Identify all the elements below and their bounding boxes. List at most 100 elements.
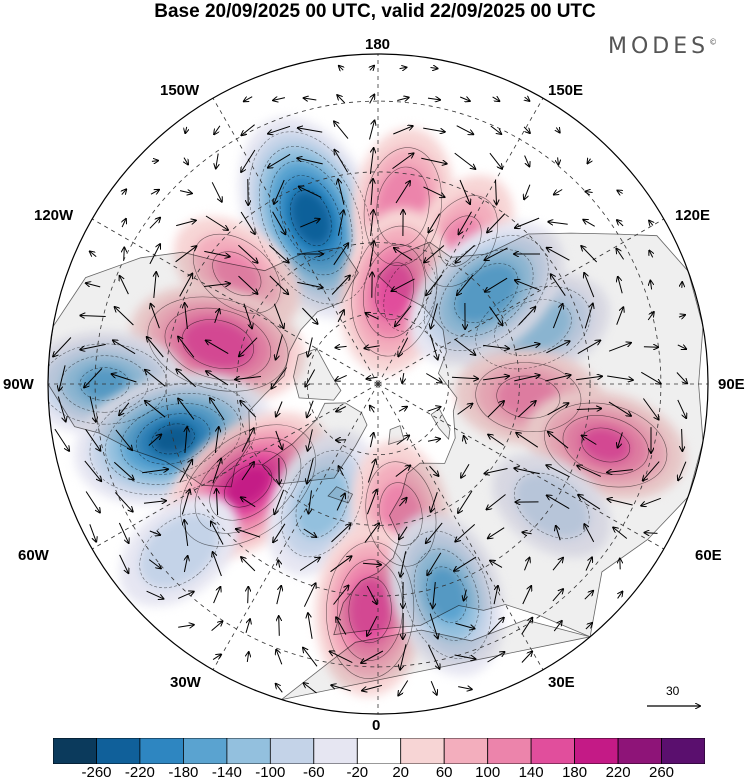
lon-label-30e: 30E: [548, 674, 575, 691]
wind-arrow: [119, 402, 130, 415]
wind-arrow: [427, 98, 440, 100]
wind-arrow: [576, 376, 602, 381]
wind-arrow: [581, 246, 598, 263]
wind-arrow: [364, 523, 379, 543]
wind-arrow: [585, 557, 592, 571]
wind-arrow: [216, 489, 217, 516]
wind-arrow: [584, 524, 595, 543]
wind-arrow: [276, 586, 281, 605]
wind-arrow: [493, 586, 498, 605]
wind-arrow: [556, 128, 559, 133]
wind-arrow: [366, 490, 376, 515]
wind-arrow: [181, 490, 189, 515]
wind-arrow: [89, 396, 96, 421]
wind-arrow: [431, 492, 438, 512]
contour-trough-135e: [439, 249, 534, 337]
wind-arrow: [678, 315, 685, 317]
wind-arrow: [426, 274, 443, 295]
contour-ridge-170e: [363, 147, 443, 266]
wind-arrow: [618, 592, 623, 599]
wind-arrow: [331, 524, 351, 543]
contour-trough-150w: [259, 146, 363, 290]
wind-arrow: [485, 468, 508, 474]
wind-arrow: [216, 153, 218, 169]
wind-arrow: [211, 621, 223, 631]
wind-arrow: [487, 494, 506, 510]
lon-label-150e: 150E: [548, 82, 584, 99]
wind-arrow: [647, 312, 654, 321]
contour-trough-150w: [279, 175, 343, 261]
wind-arrow: [369, 148, 373, 174]
wind-arrow: [451, 377, 478, 379]
wind-arrow: [214, 309, 220, 324]
wind-arrow: [608, 401, 631, 416]
wind-arrow: [582, 436, 597, 445]
contour-ridge-5w: [337, 559, 403, 661]
wind-arrow: [523, 126, 530, 133]
wind-arrow: [370, 433, 373, 448]
wind-arrow: [178, 337, 195, 358]
wind-arrow: [552, 589, 563, 602]
wind-arrow: [274, 179, 285, 204]
wind-arrow: [85, 429, 101, 450]
wind-arrow: [682, 428, 683, 451]
wind-arrow: [89, 524, 96, 541]
wind-arrow: [584, 273, 595, 298]
wind-arrow: [485, 277, 508, 292]
wind-arrow: [57, 396, 65, 422]
colorbar-cell: [661, 738, 705, 764]
wind-arrow: [558, 157, 559, 164]
wind-arrow: [556, 526, 561, 541]
wind-arrow: [457, 404, 473, 415]
wind-arrow: [304, 683, 317, 694]
wind-arrow: [521, 618, 533, 635]
wind-arrow: [366, 585, 376, 604]
wind-arrow: [584, 304, 593, 329]
wind-arrow: [427, 439, 440, 441]
wind-arrow: [430, 68, 438, 69]
wind-arrow: [455, 524, 476, 541]
colorbar-cell: [530, 738, 576, 764]
wind-arrow: [149, 531, 160, 535]
wind-arrow: [392, 278, 415, 291]
logo-text: MODES: [608, 34, 710, 59]
wind-arrow: [517, 401, 535, 418]
contour-ridge-5w: [348, 577, 392, 644]
wind-arrow: [524, 558, 530, 571]
wind-arrow: [336, 494, 345, 511]
wind-arrow: [400, 551, 407, 576]
land-svalbard: [388, 425, 405, 445]
wind-arrow: [678, 461, 687, 481]
colorbar-tick-label: 60: [435, 764, 453, 781]
meridian-line: [377, 98, 544, 385]
wind-arrow: [460, 97, 470, 101]
wind-arrow: [367, 460, 375, 483]
wind-arrow: [241, 497, 256, 508]
wind-arrow: [115, 307, 134, 326]
meridian-line: [92, 383, 379, 550]
contour-ridge-10e: [379, 482, 423, 546]
meridian-line: [377, 218, 664, 385]
wind-arrow: [431, 303, 438, 329]
wind-arrow: [330, 556, 352, 573]
wind-arrow: [337, 95, 346, 104]
contour-trough-75w: [120, 403, 226, 475]
wind-arrow: [204, 250, 229, 256]
wind-arrow: [490, 561, 503, 568]
wind-arrow: [492, 97, 500, 101]
wind-arrow: [516, 433, 539, 448]
colorbar-cell: [356, 738, 402, 764]
wind-arrow: [331, 276, 350, 295]
wind-arrow: [85, 491, 100, 513]
wind-arrow: [114, 492, 132, 511]
wind-arrow: [148, 435, 161, 446]
wind-arrow: [428, 213, 441, 233]
wind-arrow: [585, 192, 593, 193]
wind-arrow: [176, 369, 197, 388]
wind-arrow: [490, 125, 501, 134]
colorbar-tick-label: -180: [168, 764, 199, 781]
wind-arrow: [402, 373, 404, 383]
wind-arrow: [524, 155, 530, 167]
wind-arrow: [641, 497, 661, 505]
wind-arrow: [584, 591, 593, 600]
